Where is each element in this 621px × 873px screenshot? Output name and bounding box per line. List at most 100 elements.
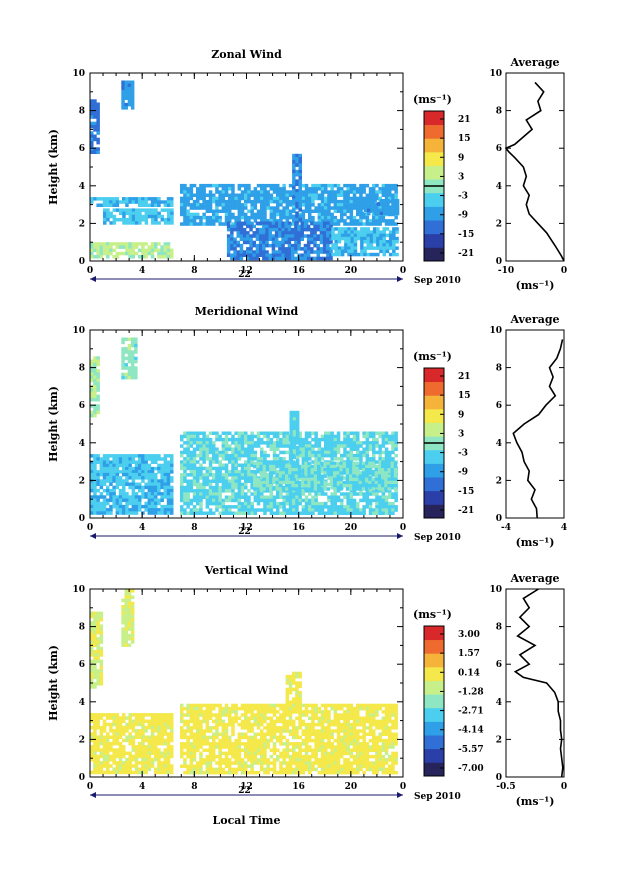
heatmap-cell xyxy=(166,492,171,496)
heatmap-cell xyxy=(128,460,132,464)
heatmap-cell xyxy=(275,480,279,485)
heatmap-cell xyxy=(317,187,322,191)
heatmap-cell xyxy=(263,199,267,204)
heatmap-cell xyxy=(333,183,338,188)
heatmap-cell xyxy=(308,489,312,493)
heatmap-cell xyxy=(353,243,358,247)
heatmap-cell xyxy=(384,219,389,223)
heatmap-cell xyxy=(231,466,235,471)
heatmap-cell xyxy=(154,457,158,461)
heatmap-cell xyxy=(124,627,128,631)
heatmap-cell xyxy=(295,455,300,460)
heatmap-cell xyxy=(93,738,97,743)
heatmap-cell xyxy=(256,464,260,469)
heatmap-cell xyxy=(99,764,104,768)
heatmap-cell xyxy=(131,255,136,259)
heatmap-cell xyxy=(304,187,309,191)
heatmap-cell xyxy=(253,495,258,499)
heatmap-cell xyxy=(128,200,132,204)
heatmap-cell xyxy=(271,221,276,225)
heatmap-cell xyxy=(324,203,328,207)
heatmap-cell xyxy=(266,460,270,464)
heatmap-cell xyxy=(359,453,363,458)
heatmap-cell xyxy=(359,444,363,448)
heatmap-cell xyxy=(199,476,203,480)
heatmap-cell xyxy=(278,474,283,478)
heatmap-cell xyxy=(269,484,273,488)
heatmap-cell xyxy=(170,460,174,464)
heatmap-cell xyxy=(230,256,234,261)
heatmap-cell xyxy=(287,224,292,229)
heatmap-cell xyxy=(301,464,305,469)
heatmap-cell xyxy=(236,224,240,229)
heatmap-cell xyxy=(144,208,149,212)
heatmap-cell xyxy=(276,441,280,445)
heatmap-cell xyxy=(327,482,331,487)
heatmap-cell xyxy=(343,183,347,188)
heatmap-cell xyxy=(253,206,258,210)
heatmap-cell xyxy=(337,246,342,250)
heatmap-cell xyxy=(291,477,295,482)
heatmap-cell xyxy=(352,484,356,488)
heatmap-cell xyxy=(128,214,133,219)
heatmap-cell xyxy=(189,457,194,461)
heatmap-cell xyxy=(138,735,142,739)
heatmap-cell xyxy=(367,211,371,216)
heatmap-cell xyxy=(294,237,298,241)
heatmap-cell xyxy=(118,761,123,765)
heatmap-cell xyxy=(317,457,322,461)
heatmap-cell xyxy=(189,716,194,720)
heatmap-cell xyxy=(295,153,299,158)
heatmap-cell xyxy=(237,219,242,223)
heatmap-cell xyxy=(208,219,213,223)
heatmap-cell xyxy=(339,468,343,472)
heatmap-cell xyxy=(90,121,94,126)
heatmap-cell xyxy=(160,457,164,461)
heatmap-cell xyxy=(278,247,282,251)
heatmap-cell xyxy=(372,434,376,439)
heatmap-cell xyxy=(240,489,245,493)
heatmap-cell xyxy=(228,469,232,474)
heatmap-cell xyxy=(394,447,398,451)
heatmap-cell xyxy=(186,706,190,711)
heatmap-cell xyxy=(215,492,219,496)
heatmap-cell xyxy=(96,761,100,765)
heatmap-cell xyxy=(212,511,216,515)
heatmap-cell xyxy=(93,725,97,730)
heatmap-cell xyxy=(330,219,334,223)
heatmap-cell xyxy=(90,678,94,683)
heatmap-cell xyxy=(106,492,110,496)
heatmap-cell xyxy=(298,173,302,177)
heatmap-cell xyxy=(106,770,110,775)
heatmap-cell xyxy=(388,196,392,201)
heatmap-cell xyxy=(368,468,372,472)
heatmap-cell xyxy=(301,460,306,464)
heatmap-cell xyxy=(141,745,145,749)
colorbar-segment xyxy=(424,233,444,248)
heatmap-cell xyxy=(253,193,258,197)
heatmap-cell xyxy=(141,470,145,474)
heatmap-cell xyxy=(262,471,267,475)
heatmap-cell xyxy=(166,761,171,765)
heatmap-cell xyxy=(379,202,384,206)
heatmap-cell xyxy=(224,469,229,474)
heatmap-cell xyxy=(106,732,110,736)
heatmap-cell xyxy=(324,183,328,188)
heatmap-cell xyxy=(237,495,242,499)
heatmap-cell xyxy=(366,243,370,247)
heatmap-cell xyxy=(121,102,125,107)
heatmap-cell xyxy=(138,197,142,201)
heatmap-cell xyxy=(349,222,354,226)
heatmap-cell xyxy=(134,340,138,345)
heatmap-cell xyxy=(154,482,158,486)
heatmap-cell xyxy=(352,487,356,491)
heatmap-cell xyxy=(336,199,341,204)
heatmap-cell xyxy=(346,498,350,503)
heatmap-cell xyxy=(125,508,129,512)
heatmap-cell xyxy=(90,460,94,464)
heatmap-cell xyxy=(326,461,331,466)
heatmap-cell xyxy=(90,719,94,723)
heatmap-cell xyxy=(183,489,187,493)
heatmap-cell xyxy=(322,224,327,229)
heatmap-cell xyxy=(93,137,97,142)
